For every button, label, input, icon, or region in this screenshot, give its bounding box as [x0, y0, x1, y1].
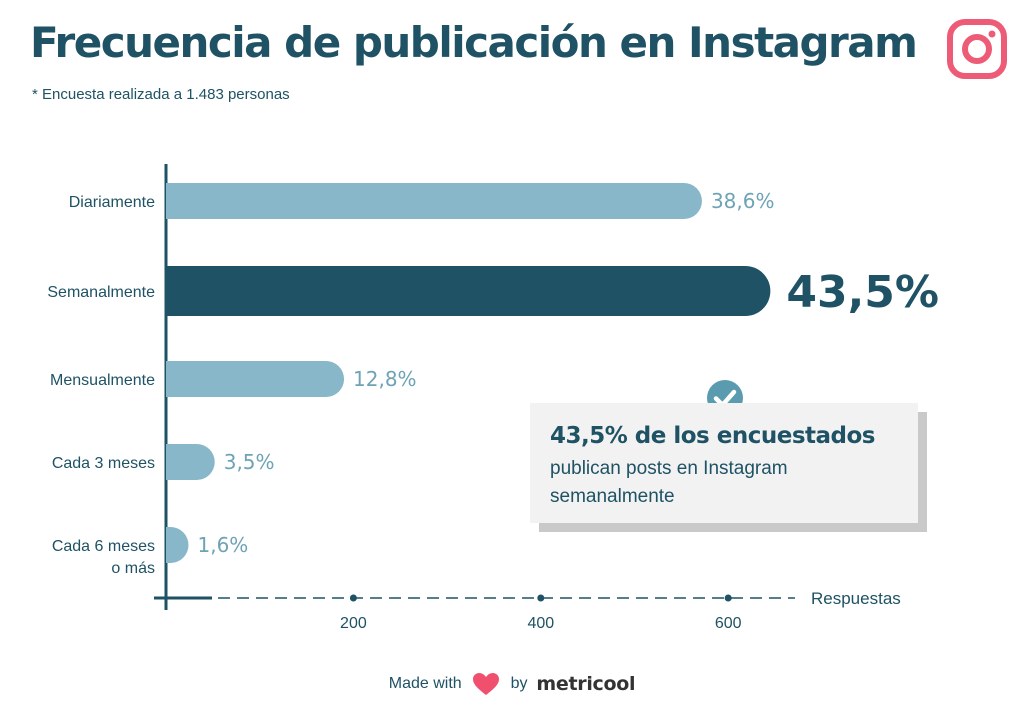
category-label: Mensualmente — [50, 372, 155, 389]
bar — [166, 527, 189, 563]
bar-value-label: 43,5% — [786, 267, 939, 318]
insight-callout: 43,5% de los encuestados publican posts … — [530, 403, 918, 523]
made-with-text: Made with — [388, 675, 462, 692]
bar-chart: 200 400 600 Respuestas 38,6% Diariamente 43,5%… — [47, 164, 939, 632]
page-title: Frecuencia de publicación en Instagram — [30, 18, 918, 67]
by-text: by — [510, 675, 528, 692]
page-subtitle: * Encuesta realizada a 1.483 personas — [32, 86, 290, 103]
x-tick-dot — [349, 594, 357, 602]
bar — [166, 183, 702, 219]
x-tick-dot — [537, 594, 545, 602]
category-label-line: Mensualmente — [50, 372, 155, 389]
category-label: Semanalmente — [47, 284, 155, 301]
metricool-logo: metricool — [536, 673, 636, 695]
bar — [166, 444, 215, 480]
x-tick-label: 200 — [340, 615, 367, 632]
x-tick-label: 600 — [715, 615, 742, 632]
heart-icon — [473, 673, 500, 695]
footer-credit: Made with by metricool — [0, 672, 1024, 696]
callout-headline: 43,5% de los encuestados — [550, 423, 876, 449]
bar-value-label: 3,5% — [224, 450, 275, 474]
category-label-line: Semanalmente — [47, 284, 155, 301]
x-tick-label: 400 — [527, 615, 554, 632]
instagram-icon — [947, 19, 1007, 79]
bar — [166, 361, 345, 397]
category-label-line: Cada 3 meses — [52, 455, 155, 472]
callout-body: publican posts en Instagram semanalmente — [550, 458, 788, 507]
category-label-line: o más — [111, 560, 155, 577]
x-axis-label: Respuestas — [811, 589, 901, 608]
category-label: Cada 3 meses — [52, 455, 155, 472]
bar-value-label: 12,8% — [353, 367, 417, 391]
x-tick-dot — [724, 594, 732, 602]
category-label-line: Diariamente — [69, 194, 155, 211]
category-label: Cada 6 meses o más — [52, 538, 155, 577]
category-label-line: Cada 6 meses — [52, 538, 155, 555]
category-label: Diariamente — [69, 194, 155, 211]
bar-value-label: 38,6% — [711, 189, 775, 213]
bar-value-label: 1,6% — [197, 533, 248, 557]
bar — [166, 266, 771, 316]
